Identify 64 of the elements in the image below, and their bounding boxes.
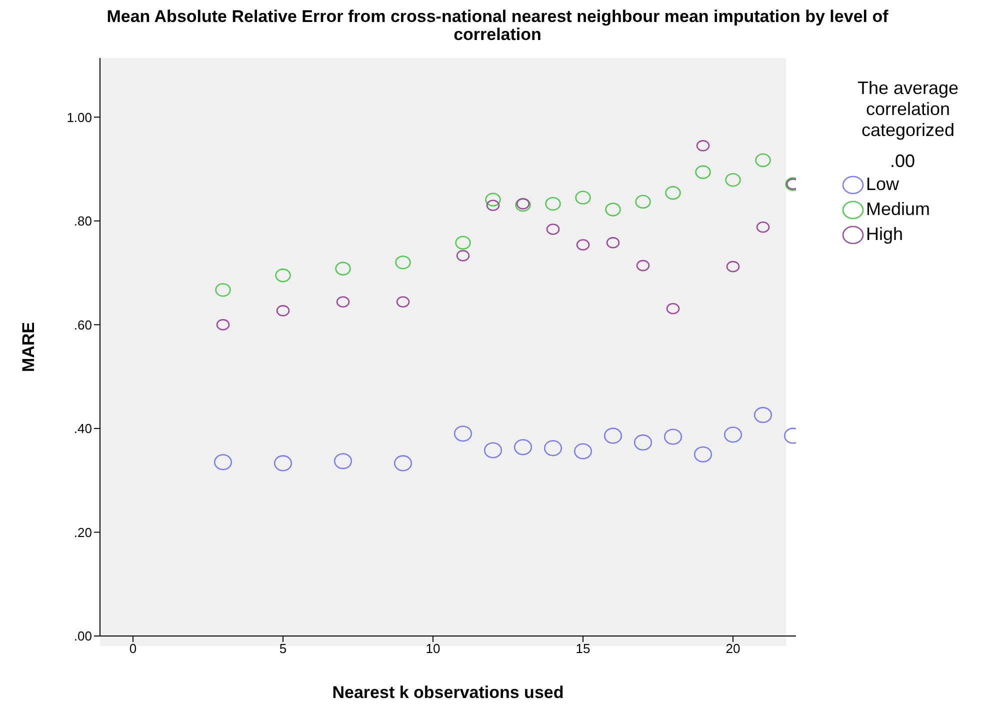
point: [695, 165, 711, 179]
point: [515, 198, 531, 212]
point: [395, 256, 411, 270]
point: [604, 428, 622, 444]
x-tick-label: 15: [576, 641, 590, 656]
point: [636, 260, 650, 272]
point: [396, 296, 410, 308]
point: [605, 202, 621, 216]
point: [456, 250, 470, 262]
y-axis-title: MARE: [19, 322, 38, 372]
x-tick-label: 0: [129, 641, 137, 656]
y-tick-label: .20: [74, 524, 92, 540]
point: [724, 426, 742, 443]
y-tick-label: .80: [74, 214, 92, 229]
point: [726, 260, 740, 272]
point: [215, 283, 231, 297]
point: [336, 296, 350, 308]
point: [634, 434, 652, 451]
y-tick-label: .40: [74, 421, 92, 436]
chart-title: Mean Absolute Relative Error from cross-national nearest neighbour mean imputation by level of correlation: [106, 7, 890, 44]
x-tick-label: 5: [279, 641, 287, 656]
point: [334, 453, 352, 470]
point: [455, 236, 471, 250]
legend-title: The average correlation categorized: [856, 78, 960, 141]
point: [546, 224, 560, 235]
point: [454, 426, 472, 442]
legend-label: Low: [866, 173, 900, 196]
y-tick-label: .00: [74, 628, 92, 644]
point: [516, 198, 530, 210]
point: [484, 442, 502, 458]
point: [576, 239, 590, 250]
legend-label: Medium: [866, 198, 930, 221]
point: [545, 196, 561, 211]
x-axis-title: Nearest k observations used: [332, 683, 564, 702]
point: [335, 262, 351, 276]
point: [216, 319, 230, 330]
point: [276, 305, 290, 316]
point: [544, 440, 562, 456]
point: [575, 190, 591, 204]
text: .00: [889, 151, 916, 172]
point: [606, 237, 620, 248]
point: [394, 455, 412, 472]
point: [514, 439, 532, 456]
point: [754, 406, 772, 424]
point: [694, 446, 712, 462]
point: [664, 428, 682, 445]
point: [666, 302, 680, 314]
point: [485, 192, 501, 206]
point: [665, 186, 681, 200]
point: [725, 173, 741, 187]
point: [274, 455, 292, 472]
point: [486, 200, 500, 212]
point: [635, 194, 651, 209]
legend-label: High: [866, 223, 904, 246]
x-tick-label: 20: [726, 641, 740, 656]
y-tick-label: .60: [74, 317, 92, 332]
point: [574, 443, 592, 460]
point: [755, 153, 771, 168]
point: [275, 268, 291, 282]
x-tick-label: 10: [426, 641, 440, 656]
point: [756, 221, 770, 233]
point: [696, 140, 710, 152]
y-tick-label: 1.00: [66, 110, 92, 125]
point: [214, 454, 232, 470]
